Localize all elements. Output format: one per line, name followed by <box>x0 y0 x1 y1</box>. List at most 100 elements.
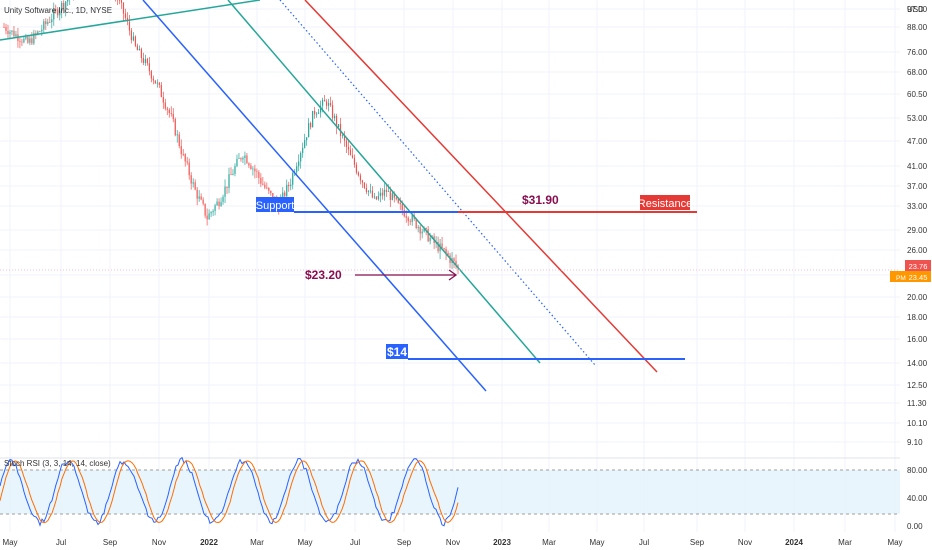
candle-body <box>55 9 57 11</box>
candle-body <box>369 190 371 192</box>
stoch-tick-label: 0.00 <box>907 522 923 531</box>
candle-body <box>447 252 449 256</box>
candle-body <box>176 134 178 136</box>
candle-body <box>296 166 298 173</box>
candle-body <box>202 199 204 204</box>
red-resistance-trendline[interactable] <box>304 0 658 373</box>
candle-body <box>409 221 411 223</box>
price-tick-label: 68.00 <box>907 68 928 77</box>
candle-body <box>180 146 182 155</box>
candle-body <box>455 260 457 266</box>
stoch-indicator-label: Stoch RSI (3, 3, 14, 14, close) <box>4 459 111 468</box>
candle-body <box>184 154 186 162</box>
price-tick-label: 9.10 <box>907 438 923 447</box>
candle-body <box>381 192 383 196</box>
time-tick-label: Jul <box>350 538 360 547</box>
candle-body <box>238 158 240 159</box>
price-tick-label: 60.50 <box>907 90 928 99</box>
candle-body <box>457 265 459 268</box>
candle-body <box>323 99 326 102</box>
candle-body <box>166 108 168 110</box>
price-tick-label: 12.50 <box>907 381 928 390</box>
time-tick-label: May <box>589 538 604 547</box>
time-tick-label: Jul <box>56 538 66 547</box>
candle-body <box>222 196 224 202</box>
time-tick-label: Sep <box>690 538 705 547</box>
candle-body <box>51 19 53 23</box>
dotted-mid-line[interactable] <box>279 0 596 366</box>
candle-body <box>268 187 270 191</box>
candle-body <box>375 196 377 200</box>
price-tick-label: 16.00 <box>907 335 928 344</box>
candle-body <box>270 190 272 194</box>
candle-body <box>405 216 407 218</box>
candle-body <box>47 22 49 24</box>
candle-body <box>353 157 356 165</box>
candle-body <box>401 204 403 211</box>
time-tick-label: 2022 <box>200 538 218 547</box>
candle-body <box>411 215 413 222</box>
candle-body <box>144 59 146 63</box>
candle-body <box>152 78 154 81</box>
candle-body <box>178 134 180 147</box>
teal-channel-line[interactable] <box>227 0 541 364</box>
candle-body <box>298 161 300 167</box>
currency-label: USD <box>907 5 924 14</box>
candle-body <box>260 177 262 184</box>
blue-channel-line[interactable] <box>142 0 487 392</box>
arrow-value-label: $23.20 <box>305 268 342 282</box>
candle-body <box>148 63 150 72</box>
candle-body <box>7 30 9 34</box>
candle-body <box>363 182 366 188</box>
candle-body <box>284 192 286 197</box>
candle-body <box>57 9 59 16</box>
candle-body <box>11 30 13 32</box>
candle-body <box>385 189 387 192</box>
candle-body <box>130 30 133 41</box>
time-tick-label: 2024 <box>785 538 803 547</box>
price-tick-label: 37.00 <box>907 182 928 191</box>
time-axis-panel[interactable] <box>0 532 932 550</box>
candle-body <box>132 36 135 41</box>
candle-body <box>15 34 17 37</box>
candle-body <box>170 113 172 114</box>
candle-body <box>288 184 290 187</box>
stoch-tick-label: 40.00 <box>907 494 928 503</box>
candle-body <box>312 110 314 128</box>
candle-body <box>25 36 27 39</box>
candle-body <box>419 226 421 234</box>
candle-body <box>377 195 379 200</box>
candle-body <box>389 191 391 201</box>
time-tick-label: Mar <box>542 538 556 547</box>
chart-title: Unity Software Inc., 1D, NYSE <box>4 6 112 15</box>
candle-body <box>63 2 65 9</box>
candle-body <box>41 29 43 32</box>
candle-body <box>216 201 218 206</box>
candle-body <box>423 228 425 232</box>
resistance-label-box <box>640 195 690 210</box>
candle-body <box>379 192 381 196</box>
candle-body <box>391 193 393 201</box>
candle-body <box>316 113 318 115</box>
target-label-box <box>386 344 408 359</box>
candle-body <box>154 80 156 84</box>
price-tick-label: 11.30 <box>907 399 927 408</box>
candle-body <box>264 184 266 188</box>
candle-body <box>168 109 170 114</box>
upper-teal-trendline[interactable] <box>0 0 261 41</box>
candle-body <box>174 119 176 136</box>
candle-body <box>172 113 174 120</box>
candle-body <box>23 38 25 43</box>
candle-body <box>206 215 208 220</box>
time-tick-label: Nov <box>738 538 752 547</box>
time-tick-label: Sep <box>103 538 118 547</box>
candle-body <box>39 31 41 33</box>
arrow-head-icon <box>448 269 458 281</box>
stoch-axis-ticks: 80.00 40.00 0.00 <box>907 466 928 531</box>
candle-body <box>136 45 139 51</box>
candle-body <box>318 112 320 114</box>
candle-body <box>138 48 141 51</box>
candle-body <box>146 59 148 64</box>
candle-body <box>272 193 274 201</box>
